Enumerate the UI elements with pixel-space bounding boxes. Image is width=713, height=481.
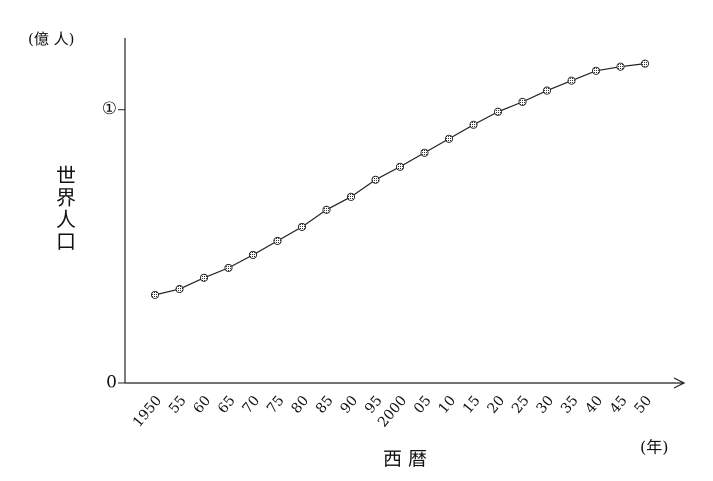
x-tick-label: 2000	[375, 393, 410, 431]
point-marker	[273, 236, 282, 245]
point-marker	[567, 76, 576, 85]
y-tick-label: 0	[106, 373, 117, 393]
point-marker	[371, 175, 380, 184]
point-marker	[542, 86, 552, 95]
x-tick-label: 25	[509, 393, 533, 417]
x-axis-label: 西 暦	[383, 448, 427, 470]
point-marker	[199, 273, 209, 282]
point-marker	[591, 66, 601, 75]
x-tick-label: 75	[264, 393, 288, 417]
point-marker	[616, 62, 625, 71]
point-marker	[150, 290, 160, 299]
point-marker	[395, 162, 405, 171]
x-tick-label: 35	[558, 393, 582, 417]
point-marker	[297, 222, 307, 231]
x-tick-label: 45	[607, 393, 631, 417]
x-tick-label: 60	[190, 393, 214, 417]
x-axis-arrow	[673, 377, 686, 389]
x-tick-label: 80	[288, 393, 312, 417]
y-unit: (億 人)	[28, 30, 74, 48]
x-tick-label: 65	[215, 393, 239, 417]
x-tick-label: 85	[313, 393, 337, 417]
x-tick-label: 05	[411, 393, 435, 417]
x-tick-label: 55	[166, 393, 190, 417]
x-tick-label: 1950	[130, 393, 165, 431]
point-marker	[444, 134, 454, 143]
y-tick-label: ①	[102, 99, 117, 119]
point-marker	[248, 250, 258, 259]
point-marker	[420, 148, 429, 157]
line	[154, 63, 646, 296]
x-tick-label: 10	[435, 393, 459, 417]
point-marker	[175, 285, 184, 294]
x-tick-label: 50	[631, 393, 655, 417]
x-unit: (年)	[640, 438, 669, 457]
x-tick-label: 15	[460, 393, 484, 417]
x-tick-label: 90	[337, 393, 361, 417]
point-marker	[322, 205, 331, 214]
x-tick-label: 20	[484, 393, 508, 417]
point-marker	[346, 192, 356, 201]
y-axis-label: 世界人口	[53, 165, 77, 253]
x-tick-label: 40	[582, 393, 606, 417]
point-marker	[640, 59, 650, 68]
x-tick-label: 70	[239, 393, 263, 417]
point-marker	[224, 263, 233, 272]
x-tick-label: 30	[533, 393, 557, 417]
point-marker	[518, 97, 527, 106]
point-marker	[493, 107, 503, 116]
point-marker	[469, 120, 478, 129]
